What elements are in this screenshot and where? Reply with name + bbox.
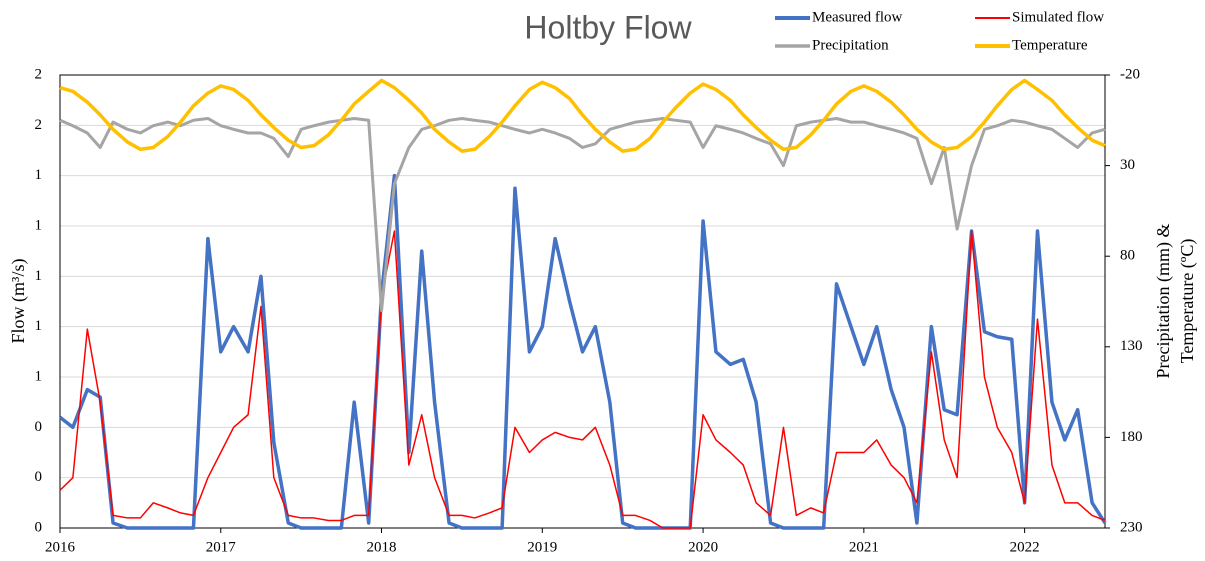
legend-label: Precipitation <box>812 37 889 53</box>
y2-tick-label: 80 <box>1120 248 1135 264</box>
x-tick-label: 2016 <box>45 539 76 555</box>
y-tick-label: 1 <box>35 167 43 183</box>
y-tick-label: 1 <box>35 368 43 384</box>
x-tick-label: 2018 <box>367 539 397 555</box>
y-tick-label: 1 <box>35 318 43 334</box>
legend-label: Measured flow <box>812 9 903 25</box>
legend-label: Temperature <box>1012 37 1088 53</box>
series-line <box>59 230 1106 529</box>
series-line <box>59 78 1106 153</box>
series-line <box>59 116 1106 313</box>
y2-tick-label: 230 <box>1120 519 1143 535</box>
legend-label: Simulated flow <box>1012 9 1104 25</box>
plot-frame <box>59 74 1106 529</box>
y-tick-label: 0 <box>35 469 43 485</box>
x-tick-label: 2021 <box>849 539 879 555</box>
x-tick-label: 2017 <box>206 539 237 555</box>
y-tick-label: 2 <box>35 66 43 82</box>
y2-axis-label: Precipitation (mm) & <box>1153 224 1174 379</box>
x-tick-label: 2020 <box>688 539 718 555</box>
x-tick-label: 2022 <box>1010 539 1040 555</box>
y2-axis-label: Temperature (ºC) <box>1177 239 1198 364</box>
y-axis-label: Flow (m³/s) <box>8 259 29 344</box>
y2-tick-label: 130 <box>1120 338 1143 354</box>
chart-title: Holtby Flow <box>524 9 692 45</box>
y-tick-label: 0 <box>35 419 43 435</box>
y-tick-label: 2 <box>35 117 43 133</box>
x-tick-label: 2019 <box>527 539 557 555</box>
y-tick-label: 0 <box>35 519 43 535</box>
y-tick-label: 1 <box>35 268 43 284</box>
y-tick-label: 1 <box>35 217 43 233</box>
series-line <box>58 173 1107 530</box>
y2-tick-label: 30 <box>1120 157 1135 173</box>
y2-tick-label: -20 <box>1120 66 1140 82</box>
y2-tick-label: 180 <box>1120 429 1143 445</box>
